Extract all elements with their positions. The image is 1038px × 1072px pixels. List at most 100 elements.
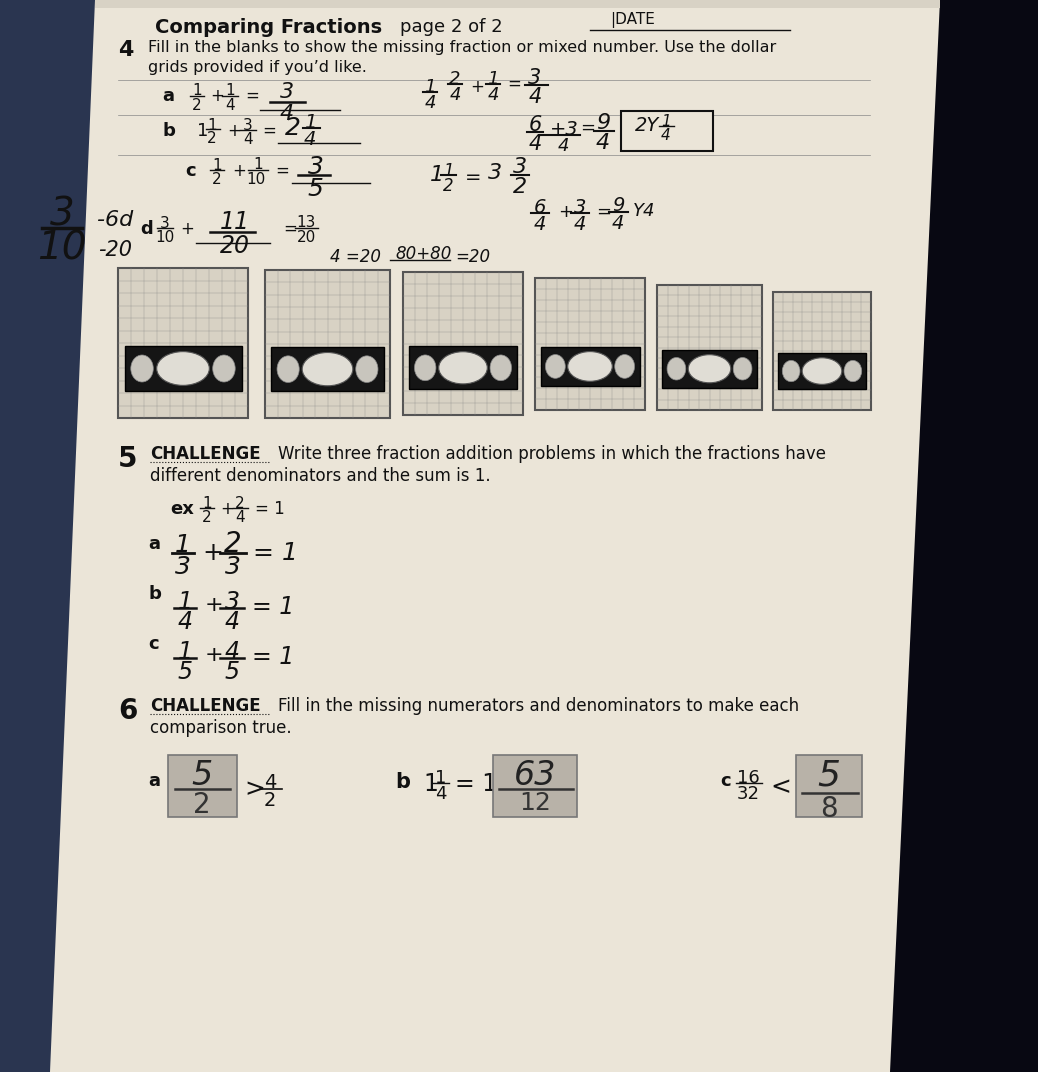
Text: 1: 1 [435, 769, 446, 787]
Text: 13: 13 [296, 215, 316, 230]
Text: 3: 3 [280, 81, 294, 102]
Text: 5: 5 [224, 660, 240, 684]
Text: |DATE: |DATE [610, 12, 655, 28]
Text: 1: 1 [177, 590, 192, 614]
Ellipse shape [802, 358, 842, 385]
Text: 11: 11 [220, 210, 250, 234]
Text: +: + [180, 220, 194, 238]
Ellipse shape [490, 355, 512, 381]
Text: +: + [202, 541, 223, 565]
Text: 4 =20: 4 =20 [330, 248, 381, 266]
Text: 4: 4 [425, 94, 436, 111]
Text: Y4: Y4 [633, 202, 656, 220]
Text: 1: 1 [225, 83, 235, 98]
Text: = 1: = 1 [255, 500, 284, 518]
Text: =: = [580, 119, 595, 137]
Text: 2: 2 [285, 116, 301, 140]
Text: 4: 4 [224, 610, 240, 634]
Text: >: > [244, 777, 265, 801]
Text: different denominators and the sum is 1.: different denominators and the sum is 1. [151, 467, 491, 485]
Polygon shape [780, 0, 1038, 1072]
Text: 4: 4 [236, 510, 245, 525]
Text: +: + [204, 595, 223, 615]
Text: 4: 4 [596, 133, 610, 153]
Text: 10: 10 [246, 172, 266, 187]
Text: +: + [220, 500, 234, 518]
Text: 3: 3 [513, 157, 527, 177]
Text: =: = [275, 162, 289, 180]
Text: Fill in the missing numerators and denominators to make each: Fill in the missing numerators and denom… [278, 697, 799, 715]
Text: 4: 4 [264, 773, 276, 792]
Ellipse shape [545, 355, 566, 378]
Text: +3: +3 [550, 120, 579, 139]
Text: grids provided if you’d like.: grids provided if you’d like. [148, 60, 366, 75]
Text: = 1: = 1 [252, 595, 294, 619]
Bar [657, 285, 762, 410]
Text: ex: ex [170, 500, 194, 518]
Ellipse shape [302, 353, 353, 386]
Text: +: + [227, 122, 241, 140]
Ellipse shape [614, 355, 634, 378]
Text: 5: 5 [308, 177, 324, 202]
Text: comparison true.: comparison true. [151, 719, 292, 738]
Text: 3: 3 [488, 163, 502, 183]
Text: a: a [148, 535, 160, 553]
Bar [541, 346, 639, 386]
Bar [403, 272, 523, 415]
Text: 2: 2 [236, 496, 245, 511]
Text: 2: 2 [264, 791, 276, 810]
Text: 32: 32 [737, 785, 760, 803]
Text: 1: 1 [442, 162, 454, 180]
Text: Write three fraction addition problems in which the fractions have: Write three fraction addition problems i… [278, 445, 826, 463]
FancyBboxPatch shape [168, 755, 237, 817]
Text: 2: 2 [192, 98, 201, 113]
Text: 4: 4 [534, 215, 546, 234]
Text: 1: 1 [487, 70, 498, 88]
Text: a: a [148, 772, 160, 790]
Ellipse shape [688, 355, 731, 383]
Bar [118, 268, 248, 418]
Polygon shape [0, 0, 820, 1072]
Text: 3: 3 [175, 555, 191, 579]
Text: 9: 9 [596, 113, 610, 133]
Text: = 1: = 1 [455, 772, 497, 796]
Text: 9: 9 [611, 196, 624, 215]
Text: Comparing Fractions: Comparing Fractions [155, 18, 382, 38]
Ellipse shape [667, 357, 686, 379]
Text: 2Y: 2Y [635, 116, 659, 135]
Text: 5: 5 [818, 759, 841, 793]
Text: 3: 3 [160, 215, 170, 230]
Text: 2: 2 [202, 510, 212, 525]
Text: 1: 1 [430, 165, 444, 185]
Text: +: + [210, 87, 224, 105]
Text: 1: 1 [192, 83, 201, 98]
Text: 3: 3 [574, 198, 586, 217]
Text: 16: 16 [737, 769, 760, 787]
Text: 5: 5 [191, 759, 213, 792]
Ellipse shape [356, 356, 378, 383]
Polygon shape [50, 0, 940, 1072]
Text: c: c [185, 162, 195, 180]
Text: 2: 2 [449, 70, 461, 88]
Bar [271, 347, 384, 391]
Text: 2: 2 [208, 131, 217, 146]
Ellipse shape [568, 352, 612, 382]
Text: 1: 1 [661, 114, 671, 129]
Text: 2: 2 [513, 177, 527, 197]
Text: 80+80: 80+80 [395, 245, 452, 263]
Text: 1: 1 [197, 122, 209, 140]
Text: 1: 1 [424, 772, 438, 796]
Text: 5: 5 [118, 445, 137, 473]
Text: 4: 4 [224, 640, 240, 664]
Bar [777, 354, 866, 389]
Text: d: d [140, 220, 153, 238]
Text: 2: 2 [442, 177, 454, 195]
Text: 1: 1 [177, 640, 192, 664]
Text: 63: 63 [514, 759, 556, 792]
Bar [773, 292, 871, 410]
FancyBboxPatch shape [796, 755, 862, 817]
Ellipse shape [277, 356, 299, 383]
Text: 1: 1 [208, 118, 217, 133]
Text: c: c [148, 635, 159, 653]
Text: a: a [162, 87, 174, 105]
